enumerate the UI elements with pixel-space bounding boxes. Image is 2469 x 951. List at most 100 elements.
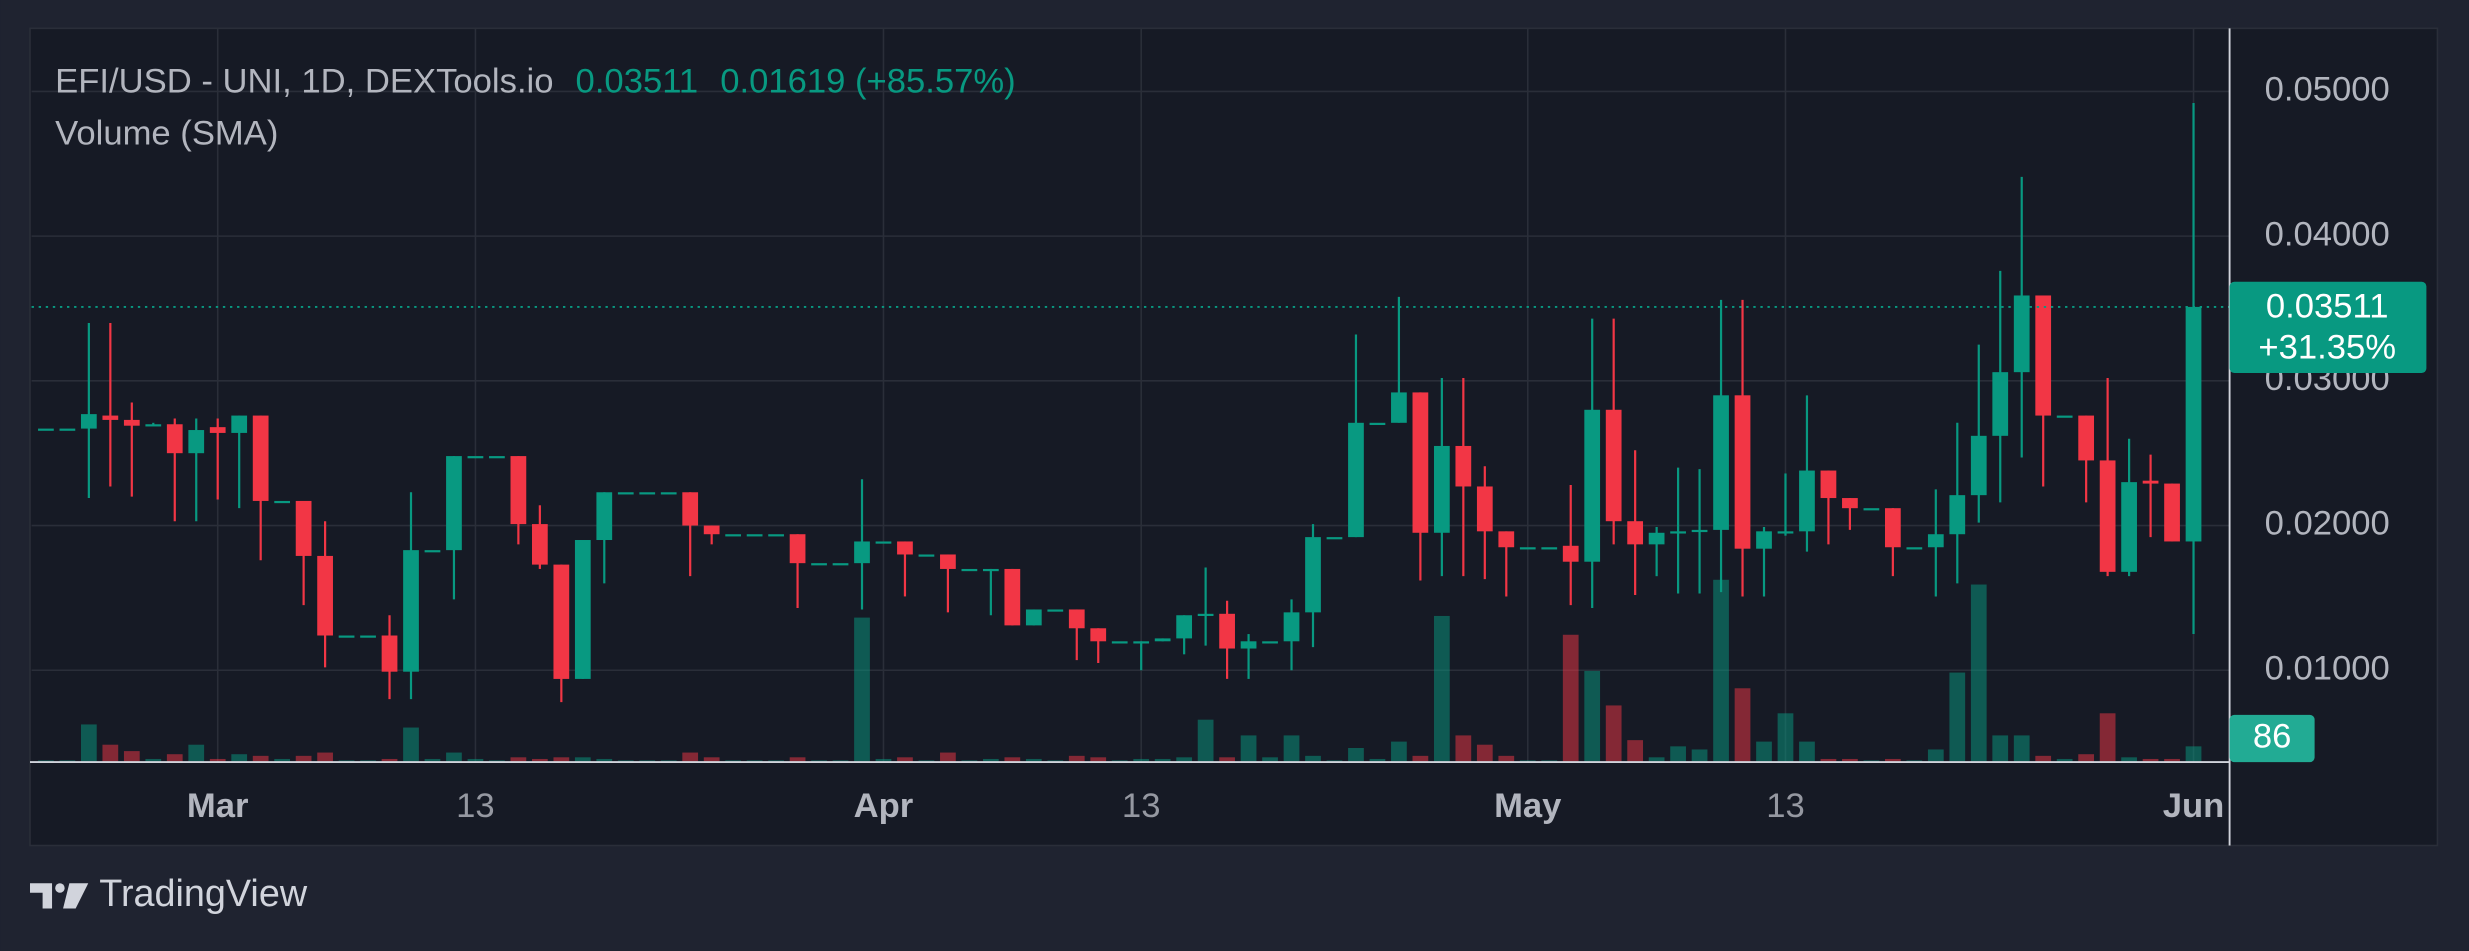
volume-bar xyxy=(1691,749,1708,763)
candle-body xyxy=(381,635,398,672)
volume-bar xyxy=(102,744,119,763)
volume-bar xyxy=(1756,741,1772,763)
volume-bar xyxy=(1391,741,1407,763)
candle-body xyxy=(553,564,570,679)
candle-body xyxy=(295,500,312,556)
candle-body xyxy=(982,568,999,572)
volume-bar xyxy=(682,752,699,763)
candle-body xyxy=(811,563,827,566)
x-tick-label: May xyxy=(1494,787,1562,825)
volume-bar xyxy=(1648,757,1665,763)
candle-body xyxy=(1455,445,1472,487)
volume-bar xyxy=(510,757,527,763)
candle-body xyxy=(59,428,76,431)
volume-bar xyxy=(982,758,999,763)
candle-body xyxy=(1906,547,1923,550)
volume-bar xyxy=(1197,719,1214,763)
volume-bar xyxy=(274,758,291,763)
candle-body xyxy=(940,554,956,569)
volume-bar xyxy=(574,757,591,763)
tradingview-logo xyxy=(30,883,89,909)
volume-bar xyxy=(596,758,613,763)
candle-body xyxy=(596,492,613,541)
volume-bar xyxy=(1799,741,1815,763)
candle-body xyxy=(1562,545,1579,562)
candle-body xyxy=(961,568,978,572)
volume-bar xyxy=(252,755,269,763)
candle-body xyxy=(660,492,677,495)
volume-tag xyxy=(2229,714,2315,763)
candle-body xyxy=(80,414,97,429)
candle-body xyxy=(1025,609,1042,626)
volume-bar xyxy=(2164,758,2180,763)
candle-body xyxy=(789,534,806,564)
volume-bar xyxy=(1262,757,1278,763)
candle-body xyxy=(1391,392,1407,423)
candle-body xyxy=(102,415,119,420)
candle-body xyxy=(574,540,591,679)
candle-body xyxy=(1584,409,1601,562)
volume-legend: Volume (SMA) xyxy=(55,115,278,153)
y-tick-label: 0.05000 xyxy=(2265,71,2390,109)
header-price: 0.03511 xyxy=(576,63,699,101)
candle-body xyxy=(446,456,462,551)
logo-mark xyxy=(55,883,65,893)
candle-body xyxy=(746,534,763,537)
volume-bar xyxy=(854,617,870,763)
candle-body xyxy=(768,534,784,537)
candle-body xyxy=(1004,568,1021,626)
volume-bar xyxy=(1004,757,1021,763)
candle-body xyxy=(424,550,441,553)
volume-bar xyxy=(166,754,183,763)
candle-body xyxy=(2078,415,2095,461)
candle-body xyxy=(1627,521,1644,545)
volume-bar xyxy=(145,758,162,763)
candle-body xyxy=(531,524,548,565)
volume-bar xyxy=(875,758,892,763)
candle-body xyxy=(1842,498,1858,509)
volume-bar xyxy=(2099,713,2116,763)
volume-bar xyxy=(1842,758,1858,763)
candle-body xyxy=(1476,486,1493,532)
volume-bar xyxy=(703,757,720,763)
volume-bar xyxy=(1820,758,1837,763)
volume-bar xyxy=(2035,755,2052,763)
candle-body xyxy=(1305,537,1321,613)
volume-bar xyxy=(1305,755,1321,763)
candle-body xyxy=(1176,615,1193,639)
volume-bar xyxy=(1154,758,1171,763)
candle-body xyxy=(2099,460,2116,572)
candle-body xyxy=(897,541,913,555)
candle-body xyxy=(489,456,505,459)
volume-bar xyxy=(1068,755,1085,763)
volume-bar xyxy=(467,758,484,763)
chart-panel xyxy=(29,27,2439,847)
candle-body xyxy=(725,534,742,537)
candle-body xyxy=(1348,422,1364,538)
volume-bar xyxy=(1433,615,1450,763)
volume-bar xyxy=(403,727,419,763)
candle-body xyxy=(1133,641,1150,644)
volume-bar xyxy=(1090,757,1107,763)
volume-bar xyxy=(1713,579,1729,763)
x-tick-label: Apr xyxy=(854,787,914,825)
candle-body xyxy=(1262,641,1278,644)
candle-body xyxy=(1949,495,1966,535)
volume-bar xyxy=(317,752,333,763)
candle-body xyxy=(1326,537,1343,540)
candle-body xyxy=(2185,306,2202,542)
volume-bar xyxy=(1348,747,1364,763)
volume-bar xyxy=(446,752,462,763)
volume-bar xyxy=(1176,757,1193,763)
candle-body xyxy=(338,635,355,638)
logo-mark xyxy=(63,883,89,909)
candle-body xyxy=(2056,415,2073,418)
volume-bar xyxy=(940,752,956,763)
candles xyxy=(38,103,2202,703)
volume-bar xyxy=(897,757,913,763)
candle-body xyxy=(1047,609,1064,612)
candle-body xyxy=(145,424,162,427)
candle-body xyxy=(2121,482,2137,572)
candle-body xyxy=(703,525,720,535)
